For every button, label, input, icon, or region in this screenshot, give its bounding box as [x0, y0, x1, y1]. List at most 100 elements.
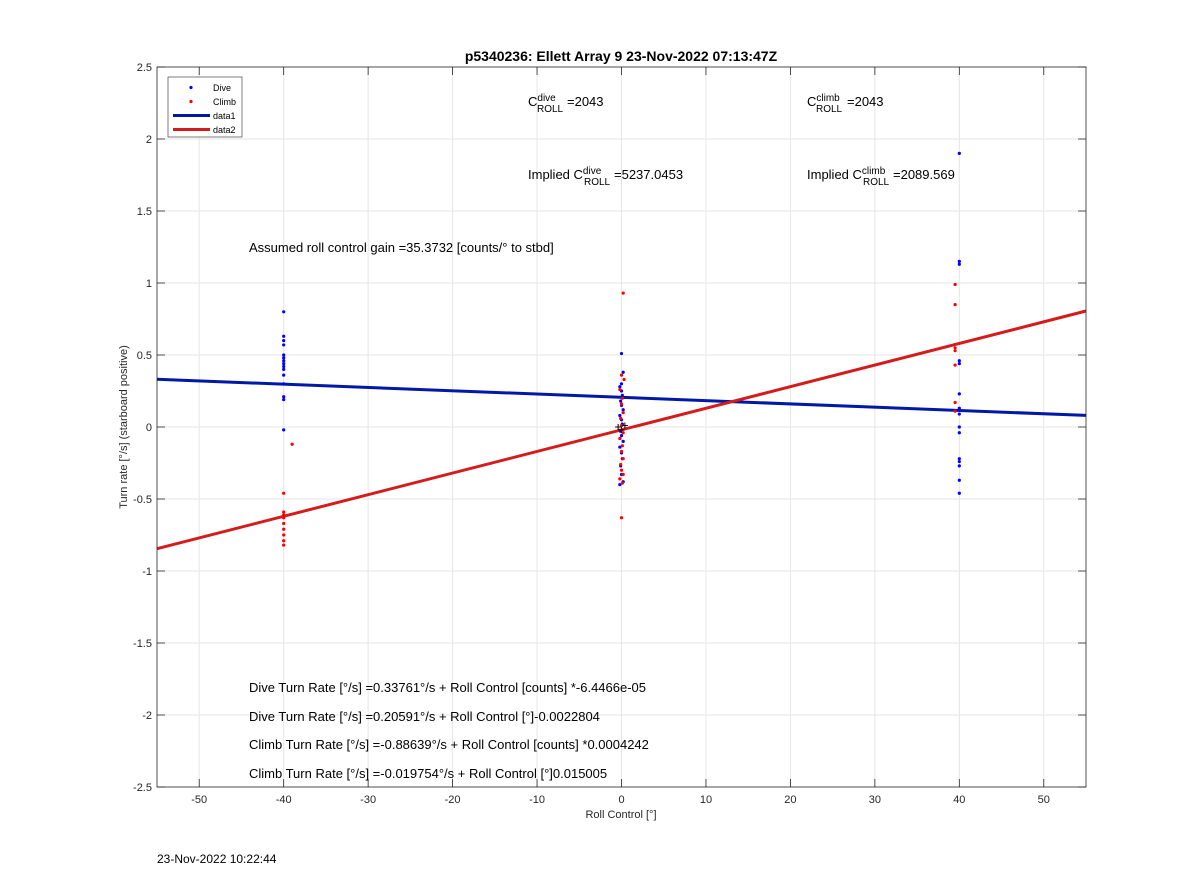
dive-counts-equation: Dive Turn Rate [°/s] =0.33761°/s + Roll …	[249, 680, 646, 695]
x-tick-label: 30	[869, 794, 881, 806]
point-dive	[957, 406, 961, 410]
legend-dive-marker	[189, 85, 193, 90]
point-dive	[957, 359, 961, 363]
point-dive	[619, 434, 624, 438]
point-dive	[619, 382, 624, 386]
point-climb	[953, 346, 957, 350]
x-tick-label: 50	[1038, 794, 1050, 806]
y-tick-label: -0.5	[133, 494, 152, 506]
point-dive	[282, 428, 286, 432]
legend-box	[167, 76, 243, 138]
point-climb	[620, 444, 624, 448]
point-dive	[282, 367, 286, 371]
point-climb	[619, 402, 624, 406]
point-climb	[619, 516, 624, 520]
point-dive	[282, 395, 286, 399]
implied-c-roll-climb-annotation: Implied Cclimb ROLL=2089.569	[807, 166, 955, 188]
x-tick-label: -30	[360, 794, 376, 806]
y-tick-label: 0.5	[137, 350, 152, 362]
implied-climb-value: =2089.569	[893, 167, 955, 182]
point-dive	[282, 310, 286, 314]
implied-climb-prefix: Implied C	[807, 167, 862, 182]
point-climb	[622, 377, 626, 382]
c-roll-dive-base: C	[528, 94, 537, 109]
x-tick-label: 20	[784, 794, 796, 806]
point-climb	[621, 411, 625, 415]
point-dive	[282, 353, 286, 357]
x-tick-label: -50	[191, 794, 207, 806]
point-climb	[619, 423, 624, 428]
origin-marker	[618, 426, 625, 433]
point-climb	[282, 510, 286, 514]
point-dive	[282, 362, 286, 366]
y-tick-label: -1	[142, 566, 152, 578]
point-climb	[953, 400, 957, 405]
legend-data1-label: data1	[213, 111, 236, 121]
point-climb	[621, 472, 625, 477]
point-climb	[619, 449, 624, 454]
point-climb	[621, 431, 625, 435]
origin-marker	[621, 422, 628, 429]
point-dive	[621, 408, 625, 412]
y-tick-label: 1	[146, 278, 152, 290]
implied-climb-sup: climb	[862, 166, 886, 177]
x-tick-label: -40	[276, 794, 292, 806]
point-dive	[957, 491, 961, 495]
point-dive	[282, 334, 286, 338]
point-dive	[618, 413, 622, 418]
dive-degrees-equation: Dive Turn Rate [°/s] =0.20591°/s + Roll …	[249, 709, 600, 724]
point-climb	[618, 387, 622, 392]
y-tick-label: 2.5	[137, 62, 152, 74]
implied-dive-sup: dive	[583, 166, 602, 177]
legend-data2-label: data2	[213, 125, 236, 135]
point-dive	[282, 356, 286, 360]
point-climb	[620, 481, 624, 485]
point-climb	[953, 282, 957, 287]
origin-marker	[615, 424, 622, 430]
x-tick-label: 0	[618, 794, 624, 806]
x-tick-label: 10	[700, 794, 712, 806]
c-roll-climb-base: C	[807, 94, 816, 109]
point-dive	[620, 393, 624, 397]
point-climb	[282, 521, 286, 526]
climb-degrees-equation: Climb Turn Rate [°/s] =-0.019754°/s + Ro…	[249, 766, 607, 781]
point-dive	[957, 425, 961, 429]
c-roll-climb-annotation: Cclimb ROLL =2043	[807, 93, 884, 115]
y-tick-label: 2	[146, 134, 152, 146]
point-dive	[282, 382, 286, 386]
point-dive	[282, 359, 286, 363]
point-dive	[957, 151, 961, 155]
point-dive	[282, 364, 286, 369]
legend-dive-label: Dive	[213, 83, 231, 93]
y-tick-label: 0	[146, 422, 152, 434]
point-climb	[619, 462, 623, 467]
point-dive	[957, 459, 961, 464]
y-axis-label: Turn rate [°/s] (starboard positive)	[118, 345, 130, 509]
climb-counts-equation: Climb Turn Rate [°/s] =-0.88639°/s + Rol…	[249, 737, 649, 752]
footer-timestamp: 23-Nov-2022 10:22:44	[157, 852, 277, 866]
x-tick-label: -10	[529, 794, 545, 806]
point-climb	[953, 303, 957, 307]
c-roll-dive-value: =2043	[567, 94, 604, 109]
point-dive	[282, 373, 286, 377]
c-roll-climb-sub: ROLL	[816, 104, 843, 115]
y-tick-label: -2	[142, 710, 152, 722]
point-climb	[618, 436, 622, 441]
c-roll-climb-value: =2043	[847, 94, 884, 109]
point-dive	[957, 478, 961, 482]
legend: Dive Climb data1 data2	[167, 76, 243, 138]
legend-climb-marker	[189, 99, 193, 104]
point-dive	[618, 483, 622, 487]
point-climb	[282, 513, 286, 517]
point-dive	[282, 398, 286, 402]
point-climb	[620, 396, 624, 400]
point-climb	[621, 457, 625, 461]
point-climb	[282, 533, 286, 537]
point-climb	[282, 543, 286, 547]
implied-climb-sub: ROLL	[863, 177, 890, 188]
legend-climb-label: Climb	[213, 97, 236, 107]
point-climb	[953, 363, 957, 367]
point-climb	[282, 516, 286, 520]
point-dive	[621, 439, 625, 443]
